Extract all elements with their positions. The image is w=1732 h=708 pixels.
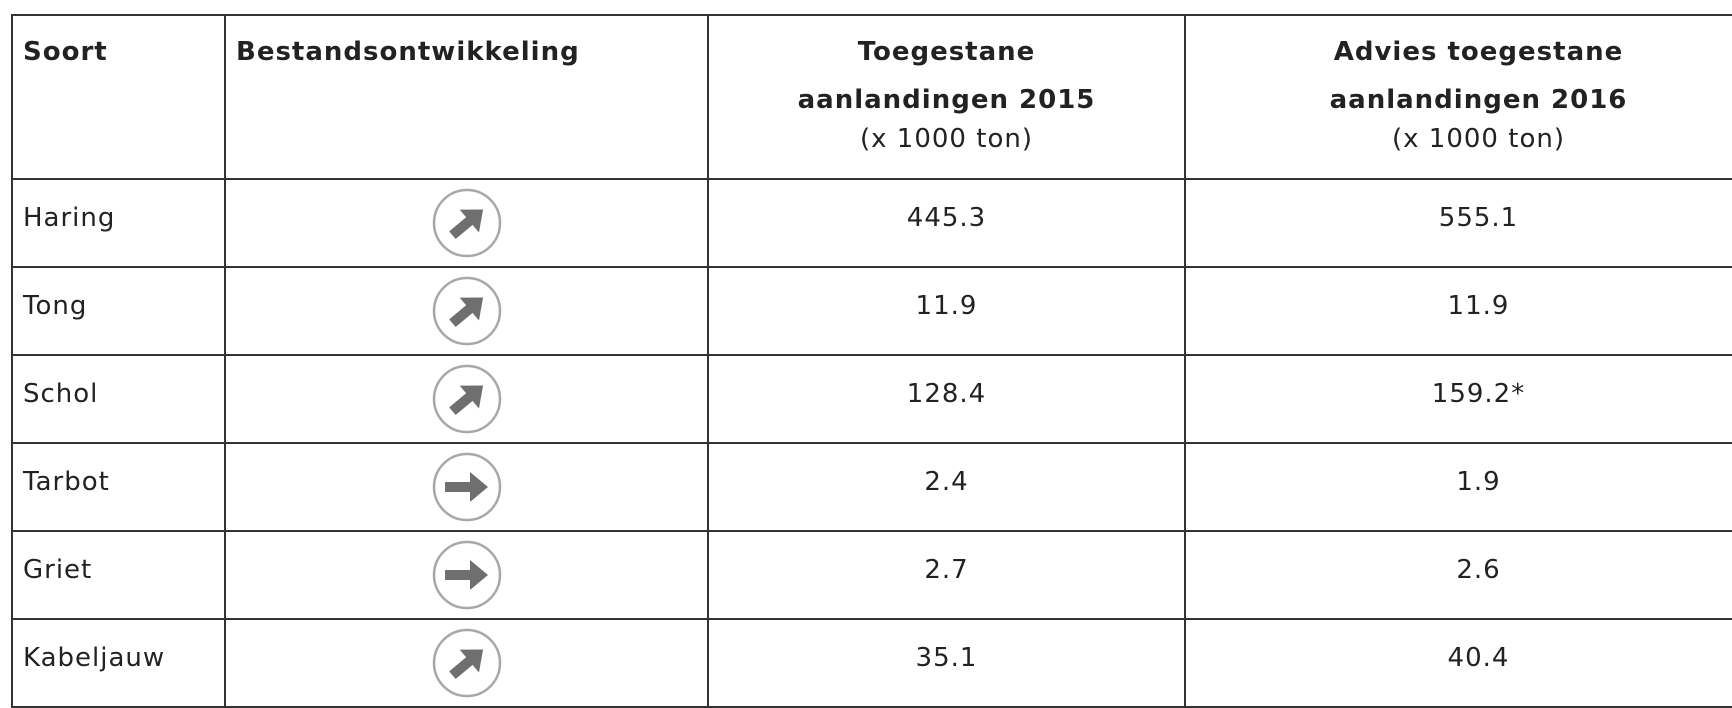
header-title: Advies toegestane aanlandingen 2016 [1329,37,1628,115]
species-cell: Haring [11,178,226,268]
value-cell: 555.1 [1184,178,1732,268]
header-unit: (x 1000 ton) [860,124,1033,154]
value-cell: 159.2* [1184,354,1732,444]
table-row: Kabeljauw 35.1 40.4 [11,618,1732,708]
species-cell: Tarbot [11,442,226,532]
trend-cell [224,178,709,268]
species-cell: Kabeljauw [11,618,226,708]
trend-icon [432,628,501,698]
header-title: Toegestane aanlandingen 2015 [797,37,1096,115]
trend-cell [224,442,709,532]
trend-icon [432,540,501,610]
species-cell: Tong [11,266,226,356]
species-cell: Schol [11,354,226,444]
trend-cell [224,354,709,444]
header-title: Soort [23,37,108,67]
table-body: Haring 445.3 555.1 Tong 11.9 11.9 Schol 128.4 15… [11,178,1732,708]
trend-cell [224,618,709,708]
value-cell: 11.9 [707,266,1186,356]
value-cell: 445.3 [707,178,1186,268]
header-cell: Toegestane aanlandingen 2015 (x 1000 ton) [707,14,1186,180]
header-cell: Bestandsontwikkeling [224,14,709,180]
value-cell: 2.4 [707,442,1186,532]
table-wrap: Soort Bestandsontwikkeling Toegestane aanl… [11,14,1732,708]
header-cell: Soort [11,14,226,180]
value-cell: 11.9 [1184,266,1732,356]
trend-icon [432,452,501,522]
table-row: Griet 2.7 2.6 [11,530,1732,620]
species-cell: Griet [11,530,226,620]
trend-icon [432,364,501,434]
header-title: Bestandsontwikkeling [236,37,580,67]
table-row: Tarbot 2.4 1.9 [11,442,1732,532]
trend-cell [224,530,709,620]
value-cell: 128.4 [707,354,1186,444]
header-cell: Advies toegestane aanlandingen 2016 (x 10… [1184,14,1732,180]
header-row: Soort Bestandsontwikkeling Toegestane aanl… [11,14,1732,180]
value-cell: 2.6 [1184,530,1732,620]
trend-icon [432,276,501,346]
trend-cell [224,266,709,356]
value-cell: 40.4 [1184,618,1732,708]
table-row: Haring 445.3 555.1 [11,178,1732,268]
table-row: Schol 128.4 159.2* [11,354,1732,444]
header-unit: (x 1000 ton) [1392,124,1565,154]
value-cell: 1.9 [1184,442,1732,532]
page: Soort Bestandsontwikkeling Toegestane aanl… [11,14,1732,708]
value-cell: 35.1 [707,618,1186,708]
trend-icon [432,188,501,258]
value-cell: 2.7 [707,530,1186,620]
table-row: Tong 11.9 11.9 [11,266,1732,356]
table: Soort Bestandsontwikkeling Toegestane aanl… [11,14,1732,708]
